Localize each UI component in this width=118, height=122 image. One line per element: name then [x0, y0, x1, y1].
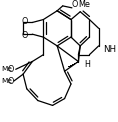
Text: O: O: [21, 31, 28, 40]
Text: O: O: [71, 0, 77, 9]
Text: O: O: [8, 65, 14, 74]
Text: O: O: [21, 17, 28, 26]
Text: NH: NH: [103, 45, 116, 54]
Text: Me: Me: [1, 78, 12, 84]
Text: O: O: [8, 76, 14, 86]
Text: Me: Me: [78, 0, 90, 9]
Text: H: H: [84, 60, 90, 69]
Text: Me: Me: [1, 66, 12, 72]
